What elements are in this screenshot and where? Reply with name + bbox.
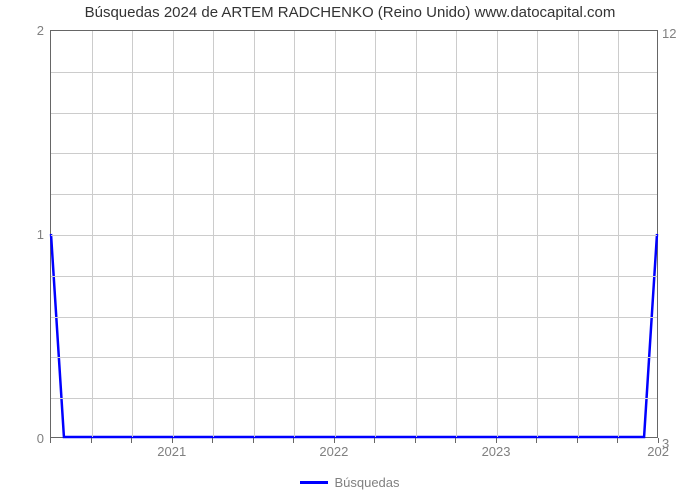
- y-tick-label: 2: [22, 23, 44, 38]
- x-tick-mark: [253, 438, 254, 443]
- legend: Búsquedas: [0, 472, 700, 490]
- y-tick-label: 1: [22, 227, 44, 242]
- y2-top-label: 12: [662, 26, 676, 41]
- x-tick-mark: [334, 438, 335, 443]
- x-tick-label: 202: [647, 444, 669, 459]
- x-tick-label: 2023: [482, 444, 511, 459]
- gridline-v: [294, 31, 295, 437]
- y-tick-label: 0: [22, 431, 44, 446]
- x-tick-mark: [50, 438, 51, 443]
- gridline-h-minor: [51, 317, 657, 318]
- gridline-v: [173, 31, 174, 437]
- gridline-v: [578, 31, 579, 437]
- x-tick-mark: [496, 438, 497, 443]
- plot-area: [50, 30, 658, 438]
- gridline-h: [51, 235, 657, 236]
- x-tick-mark: [617, 438, 618, 443]
- gridline-v: [375, 31, 376, 437]
- gridline-v: [132, 31, 133, 437]
- gridline-v: [456, 31, 457, 437]
- gridline-h-minor: [51, 153, 657, 154]
- gridline-h-minor: [51, 72, 657, 73]
- gridline-h-minor: [51, 113, 657, 114]
- x-tick-mark: [91, 438, 92, 443]
- gridline-v: [213, 31, 214, 437]
- gridline-h-minor: [51, 357, 657, 358]
- gridline-h-minor: [51, 194, 657, 195]
- x-tick-mark: [577, 438, 578, 443]
- legend-swatch: [300, 481, 328, 484]
- x-tick-mark: [131, 438, 132, 443]
- x-tick-mark: [415, 438, 416, 443]
- gridline-v: [416, 31, 417, 437]
- legend-label: Búsquedas: [334, 475, 399, 490]
- x-tick-mark: [293, 438, 294, 443]
- x-tick-label: 2022: [319, 444, 348, 459]
- gridline-v: [497, 31, 498, 437]
- gridline-v: [537, 31, 538, 437]
- x-tick-mark: [658, 438, 659, 443]
- gridline-v: [618, 31, 619, 437]
- x-tick-label: 2021: [157, 444, 186, 459]
- series-line: [51, 31, 657, 437]
- gridline-v: [335, 31, 336, 437]
- gridline-v: [92, 31, 93, 437]
- gridline-h-minor: [51, 276, 657, 277]
- gridline-v: [254, 31, 255, 437]
- x-tick-mark: [374, 438, 375, 443]
- x-tick-mark: [536, 438, 537, 443]
- x-tick-mark: [455, 438, 456, 443]
- chart-title: Búsquedas 2024 de ARTEM RADCHENKO (Reino…: [0, 4, 700, 21]
- x-tick-mark: [172, 438, 173, 443]
- x-tick-mark: [212, 438, 213, 443]
- gridline-h-minor: [51, 398, 657, 399]
